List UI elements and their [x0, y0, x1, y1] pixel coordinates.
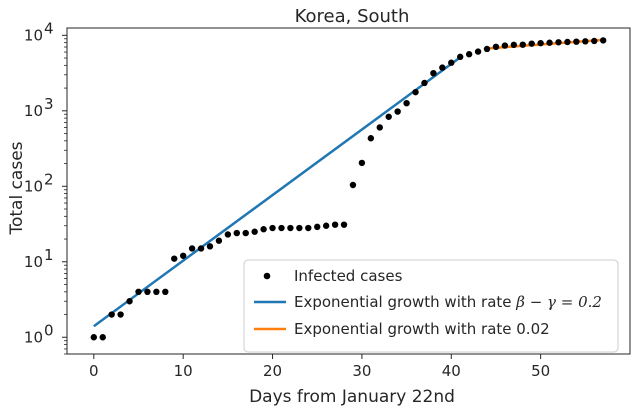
data-point	[537, 39, 544, 47]
data-point	[251, 228, 258, 235]
data-point	[269, 224, 276, 232]
data-point	[403, 99, 410, 107]
data-point	[385, 113, 392, 120]
legend-label-blue-text: Exponential growth with rate	[294, 293, 516, 311]
data-point	[224, 231, 232, 238]
data-point	[358, 159, 366, 167]
y-tick-exponent: 4	[44, 19, 54, 37]
data-point	[430, 69, 437, 77]
data-point	[564, 38, 571, 46]
chart-title: Korea, South	[295, 6, 410, 27]
data-point	[367, 135, 375, 142]
legend-label-blue-symbol: β − γ = 0.2	[515, 293, 602, 311]
data-point	[448, 59, 455, 66]
data-point	[296, 224, 303, 232]
legend-marker-infected	[263, 272, 271, 280]
data-point	[573, 38, 580, 45]
data-point	[501, 42, 509, 49]
data-point	[528, 40, 535, 47]
legend-label-blue: Exponential growth with rate β − γ = 0.2	[294, 293, 602, 311]
data-point	[546, 39, 553, 46]
data-point	[314, 223, 321, 231]
data-point	[492, 43, 500, 51]
x-tick-label: 30	[352, 362, 371, 380]
data-point	[394, 108, 401, 115]
data-point	[233, 229, 240, 237]
data-point	[421, 79, 428, 87]
data-point	[555, 39, 562, 46]
x-tick-label: 50	[531, 362, 550, 380]
legend-label-orange: Exponential growth with rate 0.02	[294, 320, 550, 338]
data-point	[474, 48, 482, 55]
data-point	[331, 221, 339, 228]
y-tick-exponent: 2	[44, 170, 54, 188]
data-point	[376, 124, 383, 131]
x-axis-label: Days from January 22nd	[249, 387, 455, 407]
x-tick-label: 0	[89, 362, 99, 380]
data-point	[135, 288, 142, 296]
data-point	[483, 45, 491, 53]
data-point	[591, 37, 598, 45]
y-tick-label: 10	[24, 328, 43, 346]
data-point	[197, 245, 205, 252]
y-tick-exponent: 3	[44, 95, 54, 113]
data-point	[599, 37, 607, 44]
y-tick-exponent: 1	[44, 246, 54, 264]
x-tick-label: 20	[263, 362, 282, 380]
data-point	[179, 252, 187, 259]
x-tick-label: 40	[442, 362, 461, 380]
data-point	[582, 38, 589, 45]
y-tick-label: 10	[24, 26, 43, 44]
data-point	[144, 288, 151, 296]
data-point	[162, 288, 169, 296]
data-point	[439, 64, 446, 71]
data-point	[126, 298, 133, 305]
data-point	[188, 245, 196, 252]
data-point	[349, 181, 357, 189]
x-tick-label: 10	[174, 362, 193, 380]
series-line-1	[93, 56, 461, 328]
y-tick-label: 10	[24, 177, 43, 195]
y-axis-label: Total cases	[7, 141, 27, 235]
plot-area	[90, 37, 607, 341]
data-point	[153, 288, 160, 296]
data-point	[465, 51, 473, 58]
y-tick-label: 10	[24, 253, 43, 271]
data-point	[108, 311, 115, 318]
data-point	[90, 334, 98, 341]
data-point	[305, 224, 312, 232]
data-point	[215, 237, 223, 244]
data-point	[206, 243, 214, 250]
plot-frame	[66, 27, 631, 355]
legend: Infected cases Exponential growth with r…	[243, 259, 619, 353]
data-point	[519, 41, 526, 48]
data-point	[117, 311, 124, 318]
y-tick-exponent: 0	[44, 321, 54, 339]
data-point	[99, 334, 106, 341]
data-point	[340, 221, 348, 228]
data-point	[171, 255, 178, 262]
data-point	[457, 53, 464, 61]
legend-label-infected: Infected cases	[294, 267, 403, 285]
legend-box	[243, 259, 619, 353]
y-tick-label: 10	[24, 102, 43, 120]
data-point	[242, 229, 249, 237]
data-point	[278, 224, 285, 232]
data-point	[287, 224, 294, 232]
data-point	[412, 88, 419, 96]
data-point	[322, 222, 330, 229]
data-point	[510, 41, 518, 49]
x-axis: 0 10 20 30 40 50	[89, 354, 550, 380]
data-point	[260, 226, 267, 233]
